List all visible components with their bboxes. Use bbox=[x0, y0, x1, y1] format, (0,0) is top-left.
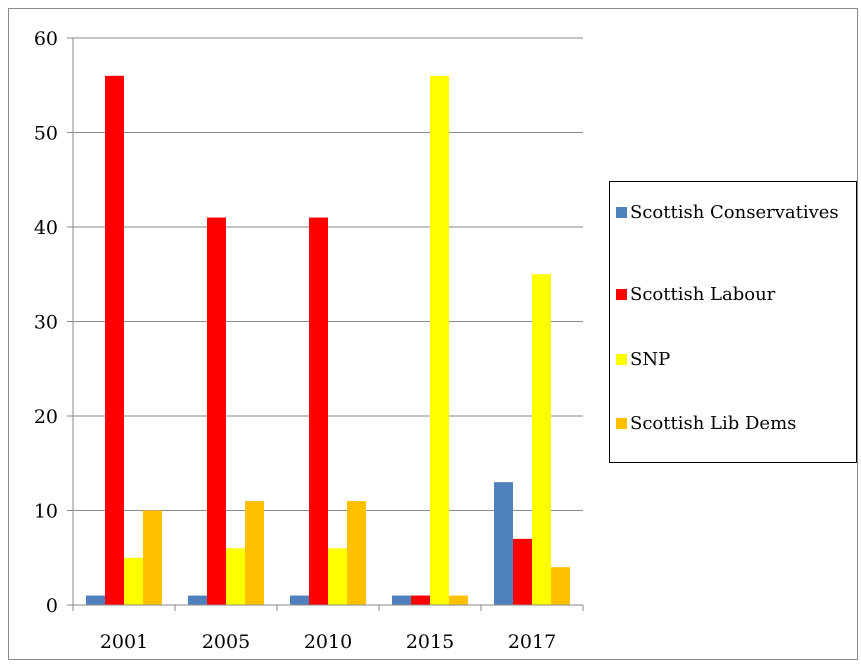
legend-swatch bbox=[616, 418, 627, 429]
bar bbox=[188, 595, 207, 605]
x-tick-label: 2017 bbox=[508, 631, 556, 653]
bar bbox=[309, 217, 328, 606]
bar bbox=[226, 548, 245, 605]
bar bbox=[430, 75, 449, 606]
legend-label: Scottish Lib Dems bbox=[630, 413, 797, 434]
legend-item: Scottish Labour bbox=[616, 283, 850, 306]
bar bbox=[290, 595, 309, 605]
legend-swatch bbox=[616, 207, 627, 218]
x-tick-label: 2010 bbox=[304, 631, 352, 653]
bar bbox=[551, 567, 570, 605]
bar bbox=[449, 595, 468, 605]
y-tick-label: 50 bbox=[34, 123, 58, 145]
bar bbox=[347, 501, 366, 605]
legend-label: SNP bbox=[630, 349, 671, 370]
x-tick-label: 2001 bbox=[100, 631, 148, 653]
y-tick-label: 40 bbox=[34, 217, 58, 239]
legend-item: Scottish Conservatives bbox=[616, 201, 850, 224]
bar bbox=[411, 595, 430, 605]
y-tick-label: 10 bbox=[34, 501, 58, 523]
bar bbox=[494, 482, 513, 605]
bar bbox=[143, 510, 162, 605]
bar bbox=[392, 595, 411, 605]
bar bbox=[328, 548, 347, 605]
legend: Scottish Conservatives Scottish Labour SNP… bbox=[609, 181, 857, 463]
x-tick-label: 2005 bbox=[202, 631, 250, 653]
bar bbox=[124, 557, 143, 605]
legend-swatch bbox=[616, 289, 627, 300]
legend-label: Scottish Conservatives bbox=[630, 202, 839, 223]
bar bbox=[245, 501, 264, 605]
bar bbox=[105, 75, 124, 606]
bar bbox=[207, 217, 226, 606]
legend-label: Scottish Labour bbox=[630, 284, 776, 305]
legend-item: SNP bbox=[616, 348, 850, 371]
bar bbox=[513, 538, 532, 605]
y-tick-label: 0 bbox=[46, 595, 58, 617]
y-tick-label: 60 bbox=[34, 28, 58, 50]
y-tick-label: 30 bbox=[34, 312, 58, 334]
x-tick-label: 2015 bbox=[406, 631, 454, 653]
bar bbox=[532, 274, 551, 605]
legend-item: Scottish Lib Dems bbox=[616, 412, 850, 435]
bar bbox=[86, 595, 105, 605]
legend-swatch bbox=[616, 354, 627, 365]
y-tick-label: 20 bbox=[34, 406, 58, 428]
